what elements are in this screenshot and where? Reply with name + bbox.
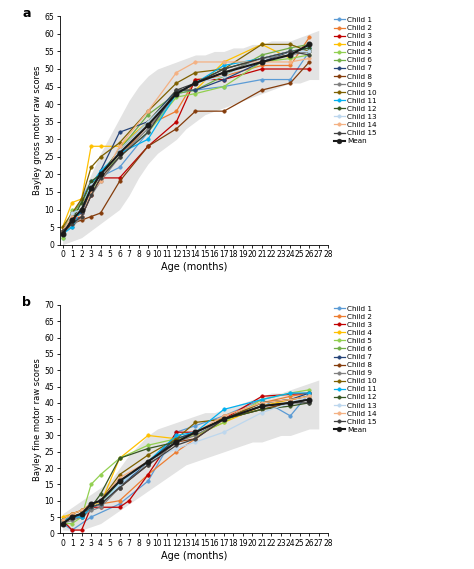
Y-axis label: Bayley gross motor raw scores: Bayley gross motor raw scores xyxy=(33,66,42,195)
Text: b: b xyxy=(22,296,31,309)
Legend: Child 1, Child 2, Child 3, Child 4, Child 5, Child 6, Child 7, Child 8, Child 9,: Child 1, Child 2, Child 3, Child 4, Chil… xyxy=(331,303,379,436)
Y-axis label: Bayley fine motor raw scores: Bayley fine motor raw scores xyxy=(33,358,42,481)
Legend: Child 1, Child 2, Child 3, Child 4, Child 5, Child 6, Child 7, Child 8, Child 9,: Child 1, Child 2, Child 3, Child 4, Chil… xyxy=(331,14,379,147)
X-axis label: Age (months): Age (months) xyxy=(161,262,227,272)
X-axis label: Age (months): Age (months) xyxy=(161,551,227,560)
Text: a: a xyxy=(22,7,31,20)
